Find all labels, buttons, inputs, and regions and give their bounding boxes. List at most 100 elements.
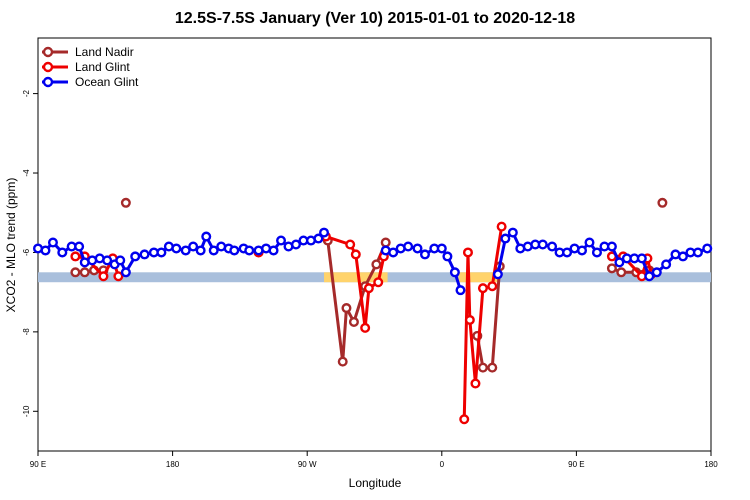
data-point	[57, 247, 68, 258]
data-point	[477, 362, 488, 373]
data-point	[363, 283, 374, 294]
data-point	[455, 285, 466, 296]
x-tick-label: 90 E	[30, 460, 46, 469]
data-point	[79, 267, 90, 278]
x-tick-label: 180	[704, 460, 718, 469]
x-axis-label: Longitude	[348, 476, 402, 490]
data-point	[208, 245, 219, 256]
chart-title: 12.5S-7.5S January (Ver 10) 2015-01-01 t…	[174, 10, 576, 27]
legend-item-land-glint: Land Glint	[42, 60, 130, 74]
data-point	[350, 249, 361, 260]
data-point	[388, 247, 399, 258]
data-point	[459, 414, 470, 425]
data-point	[403, 241, 414, 252]
data-point	[507, 227, 518, 238]
data-point	[644, 271, 655, 282]
y-tick-label: -8	[22, 328, 31, 336]
y-tick-label: -2	[22, 89, 31, 97]
data-point	[436, 243, 447, 254]
x-tick-label: 180	[166, 460, 180, 469]
x-tick-label: 90 E	[568, 460, 584, 469]
data-point	[244, 245, 255, 256]
legend-label: Ocean Glint	[75, 75, 139, 89]
data-point	[380, 237, 391, 248]
x-tick-label: 0	[440, 460, 445, 469]
data-point	[562, 247, 573, 258]
data-point	[577, 245, 588, 256]
data-point	[702, 243, 713, 254]
data-point	[313, 233, 324, 244]
data-point	[276, 235, 287, 246]
data-point	[442, 251, 453, 262]
band-2	[458, 272, 500, 283]
data-point	[47, 237, 58, 248]
data-point	[606, 263, 617, 274]
data-point	[470, 378, 481, 389]
data-point	[614, 257, 625, 268]
data-point	[651, 267, 662, 278]
data-point	[345, 239, 356, 250]
y-tick-label: -4	[22, 169, 31, 177]
data-point	[591, 247, 602, 258]
data-point	[616, 267, 627, 278]
data-point	[156, 247, 167, 258]
series-ocean-glint	[33, 227, 713, 296]
legend-label: Land Glint	[75, 60, 130, 74]
y-tick-label: -10	[22, 405, 31, 417]
data-point	[171, 243, 182, 254]
data-point	[319, 227, 330, 238]
data-point	[40, 245, 51, 256]
band-1	[324, 272, 388, 283]
data-point	[98, 271, 109, 282]
data-point	[412, 243, 423, 254]
y-tick-label: -6	[22, 248, 31, 256]
data-point	[70, 267, 81, 278]
data-point	[462, 247, 473, 258]
data-point	[636, 253, 647, 264]
data-point	[547, 241, 558, 252]
data-point	[661, 259, 672, 270]
data-point	[229, 245, 240, 256]
data-point	[371, 259, 382, 270]
legend-swatch-marker	[42, 46, 54, 58]
legend-swatch-marker	[42, 61, 54, 73]
data-point	[130, 251, 141, 262]
data-point	[113, 271, 124, 282]
data-point	[115, 255, 126, 266]
data-point	[500, 233, 511, 244]
data-point	[337, 356, 348, 367]
legend-item-land-nadir: Land Nadir	[42, 45, 134, 59]
data-point	[606, 241, 617, 252]
data-point	[692, 247, 703, 258]
data-point	[195, 245, 206, 256]
data-point	[201, 231, 212, 242]
data-point	[102, 255, 113, 266]
data-point	[120, 267, 131, 278]
data-point	[492, 269, 503, 280]
legend-swatch-marker	[42, 76, 54, 88]
data-point	[419, 249, 430, 260]
data-point	[487, 281, 498, 292]
data-point	[496, 221, 507, 232]
legend-item-ocean-glint: Ocean Glint	[42, 75, 139, 89]
data-point	[449, 267, 460, 278]
data-point	[139, 249, 150, 260]
data-point	[657, 197, 668, 208]
data-point	[464, 314, 475, 325]
data-point	[677, 251, 688, 262]
data-point	[537, 239, 548, 250]
data-point	[584, 237, 595, 248]
data-point	[188, 241, 199, 252]
data-point	[268, 245, 279, 256]
data-point	[70, 251, 81, 262]
data-point	[180, 245, 191, 256]
data-point	[348, 316, 359, 327]
data-point	[477, 283, 488, 294]
data-point	[290, 239, 301, 250]
data-point	[74, 241, 85, 252]
data-point	[120, 197, 131, 208]
data-point	[373, 277, 384, 288]
data-point	[487, 362, 498, 373]
